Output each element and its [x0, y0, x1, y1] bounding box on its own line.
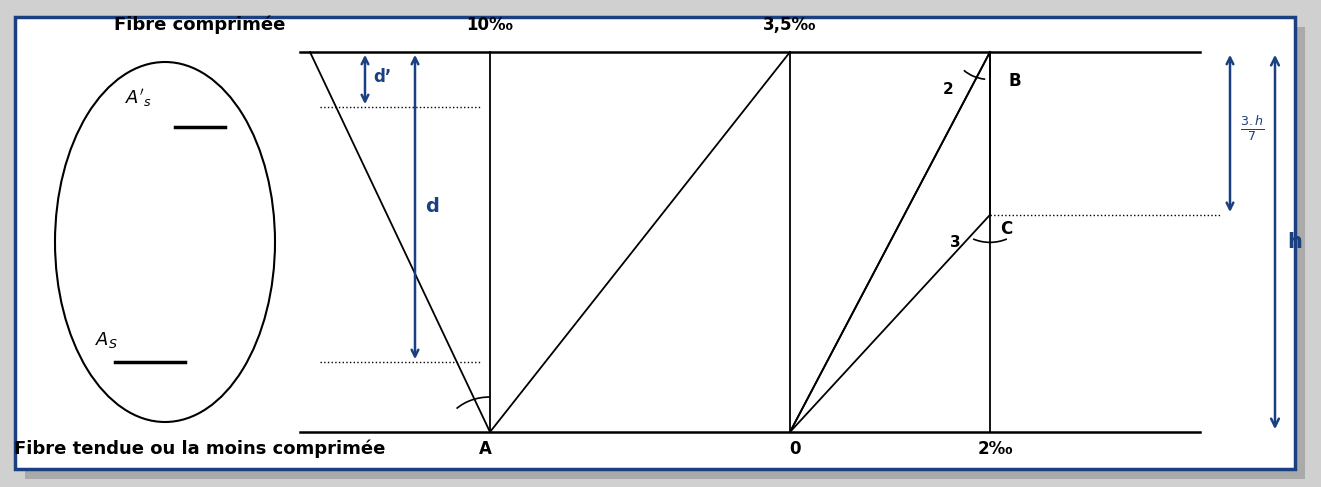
Text: 3,5‰: 3,5‰	[764, 16, 816, 34]
Text: 0: 0	[789, 440, 801, 458]
Text: Fibre tendue ou la moins comprimée: Fibre tendue ou la moins comprimée	[15, 440, 386, 458]
Text: d: d	[425, 198, 439, 217]
Text: A: A	[478, 440, 491, 458]
Text: 2‰: 2‰	[978, 440, 1013, 458]
Text: 2: 2	[943, 82, 954, 97]
Text: C: C	[1000, 220, 1012, 238]
Text: h: h	[1287, 232, 1303, 252]
Text: Fibre comprimée: Fibre comprimée	[115, 16, 285, 34]
FancyBboxPatch shape	[15, 17, 1295, 469]
Ellipse shape	[55, 62, 275, 422]
Text: B: B	[1008, 72, 1021, 90]
Text: d’: d’	[373, 68, 391, 86]
Text: $A'_s$: $A'_s$	[125, 87, 152, 109]
Text: $\frac{3.h}{7}$: $\frac{3.h}{7}$	[1240, 114, 1264, 143]
Text: 10‰: 10‰	[466, 16, 514, 34]
Text: $A_S$: $A_S$	[95, 330, 118, 350]
FancyBboxPatch shape	[25, 27, 1305, 479]
Text: 3: 3	[950, 235, 960, 250]
